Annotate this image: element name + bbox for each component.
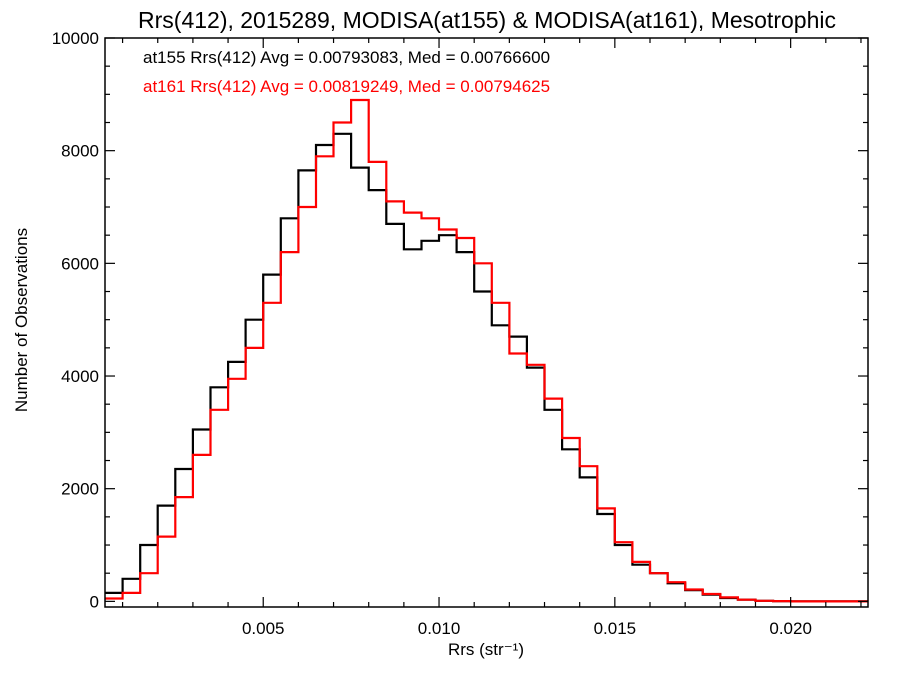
chart-title: Rrs(412), 2015289, MODISA(at155) & MODIS… xyxy=(138,7,836,33)
y-tick-label: 10000 xyxy=(52,29,99,48)
series-at161-line xyxy=(105,98,868,603)
legend-entry-at155: at155 Rrs(412) Avg = 0.00793083, Med = 0… xyxy=(143,48,550,67)
y-tick-label: 4000 xyxy=(61,367,99,386)
y-tick-label: 2000 xyxy=(61,480,99,499)
x-axis-label: Rrs (str⁻¹) xyxy=(448,640,524,659)
x-tick-label: 0.020 xyxy=(769,619,812,638)
plot-frame xyxy=(104,37,869,608)
x-tick-label: 0.005 xyxy=(242,619,285,638)
series-layer xyxy=(105,98,868,603)
y-tick-label: 6000 xyxy=(61,254,99,273)
x-tick-label: 0.010 xyxy=(418,619,461,638)
y-tick-label: 0 xyxy=(90,592,99,611)
y-tick-label: 8000 xyxy=(61,142,99,161)
series-at155-line xyxy=(105,132,868,603)
x-tick-label: 0.015 xyxy=(594,619,637,638)
y-axis-label: Number of Observations xyxy=(12,228,31,412)
ticks-layer: 0.005 0.010 0.015 0.020 0 2000 4000 6000 8000 100… xyxy=(52,29,868,638)
legend-entry-at161: at161 Rrs(412) Avg = 0.00819249, Med = 0… xyxy=(143,77,550,96)
